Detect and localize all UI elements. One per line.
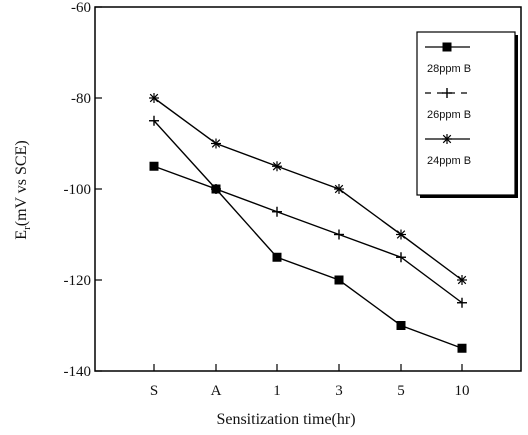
y-tick-label: -60	[71, 0, 91, 16]
series-1-point	[396, 321, 406, 330]
legend-item: 26ppm B	[425, 88, 471, 121]
legend-label: 28ppm B	[427, 63, 471, 75]
marker-stroke	[211, 139, 221, 148]
marker-stroke	[396, 230, 406, 239]
series-3-point	[396, 229, 406, 240]
y-tick-label: -120	[64, 273, 92, 289]
y-axis-title-main: E	[13, 230, 30, 240]
series-1-point	[334, 275, 344, 285]
y-tick-label: -140	[64, 364, 92, 380]
y-axis-title-rest: (mV vs SCE)	[13, 140, 30, 226]
series-3-point	[334, 184, 344, 194]
marker-stroke	[149, 93, 159, 103]
series-line-2	[153, 120, 463, 304]
legend-marker	[442, 88, 452, 98]
x-tick-label: 1	[273, 383, 281, 399]
legend-items: 28ppm B 26ppm B 24ppm B	[425, 42, 471, 167]
legend-marker	[442, 42, 452, 52]
series-1-point	[149, 161, 159, 171]
y-axis-title: Er(mV vs SCE)	[13, 140, 33, 239]
marker-stroke	[272, 162, 282, 171]
y-axis-title-sub: r	[21, 226, 33, 230]
y-axis-ticks: -60 -80 -100 -120 -140	[64, 0, 102, 380]
x-tick-label: 5	[397, 383, 405, 399]
x-tick-label: S	[150, 383, 158, 399]
series-2-point	[211, 184, 221, 194]
y-tick-label: -80	[71, 91, 91, 107]
series-3-point	[272, 161, 282, 172]
legend-label: 26ppm B	[427, 109, 471, 121]
x-tick-label: A	[211, 383, 222, 399]
marker-stroke	[442, 134, 452, 144]
series-2-point	[396, 252, 406, 263]
series-2-point	[334, 229, 344, 240]
legend-marker	[442, 134, 452, 144]
legend-label: 24ppm B	[427, 155, 471, 167]
legend-box	[416, 31, 516, 196]
series-line-3	[153, 97, 463, 281]
x-axis-title: Sensitization time(hr)	[216, 411, 355, 428]
x-tick-label: 10	[455, 383, 470, 399]
series-1-point	[457, 343, 467, 353]
legend-box-shadow-bottom	[420, 195, 518, 198]
series-2-point	[272, 206, 282, 217]
marker-stroke	[457, 275, 467, 285]
series-3-point	[211, 138, 221, 149]
series-3-point	[457, 275, 467, 285]
legend-item: 28ppm B	[425, 42, 471, 75]
series-2-point	[457, 297, 467, 308]
series-line-1	[153, 165, 463, 349]
x-axis-ticks: S A 1 3 5 10	[150, 364, 470, 399]
series-2-point	[149, 115, 159, 126]
legend: 28ppm B 26ppm B 24ppm B	[416, 31, 518, 198]
series-1-point	[272, 252, 282, 262]
y-tick-label: -100	[64, 182, 92, 198]
x-tick-label: 3	[335, 383, 343, 399]
series-3-point	[149, 93, 159, 103]
legend-box-shadow	[515, 35, 518, 198]
marker-stroke	[334, 184, 344, 194]
legend-item: 24ppm B	[425, 134, 471, 167]
series-layer	[149, 93, 467, 353]
